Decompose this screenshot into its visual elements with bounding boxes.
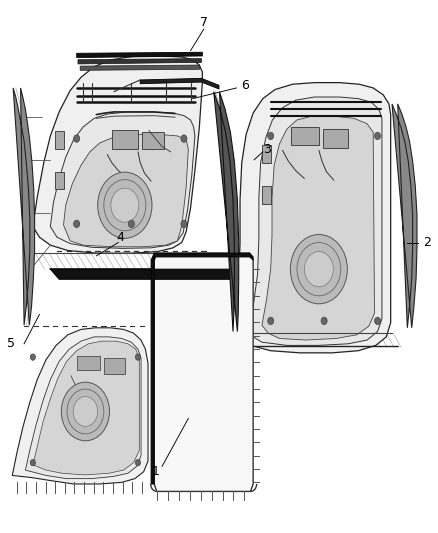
Polygon shape (142, 132, 164, 149)
Circle shape (304, 252, 333, 287)
Polygon shape (262, 116, 374, 340)
Polygon shape (140, 78, 219, 89)
Circle shape (111, 188, 139, 222)
Circle shape (98, 172, 152, 238)
Circle shape (128, 220, 134, 228)
Circle shape (30, 354, 35, 360)
Polygon shape (78, 59, 201, 64)
Polygon shape (154, 253, 253, 491)
Circle shape (73, 397, 98, 426)
Circle shape (374, 132, 381, 140)
Circle shape (135, 354, 141, 360)
Text: 7: 7 (200, 16, 208, 29)
Text: 4: 4 (117, 231, 124, 244)
Circle shape (374, 317, 381, 325)
Circle shape (290, 235, 347, 304)
Circle shape (61, 382, 110, 441)
Polygon shape (50, 112, 195, 248)
Polygon shape (33, 341, 139, 475)
Polygon shape (214, 92, 239, 332)
Polygon shape (77, 52, 202, 58)
Text: 5: 5 (7, 337, 15, 350)
Polygon shape (12, 328, 148, 484)
Circle shape (135, 459, 141, 466)
Polygon shape (112, 130, 138, 149)
Polygon shape (13, 88, 35, 325)
Polygon shape (291, 127, 319, 145)
Circle shape (268, 317, 274, 325)
Circle shape (30, 459, 35, 466)
Polygon shape (80, 65, 200, 70)
Polygon shape (262, 145, 271, 163)
Polygon shape (104, 358, 125, 374)
Circle shape (268, 132, 274, 140)
Polygon shape (262, 186, 271, 204)
Polygon shape (33, 56, 202, 253)
Circle shape (321, 317, 327, 325)
Polygon shape (55, 172, 64, 189)
Text: 2: 2 (423, 236, 431, 249)
Polygon shape (323, 129, 348, 148)
Polygon shape (151, 253, 157, 484)
Polygon shape (55, 131, 64, 149)
Circle shape (181, 135, 187, 142)
Text: 1: 1 (152, 465, 159, 478)
Polygon shape (154, 253, 253, 260)
Polygon shape (249, 97, 382, 345)
Polygon shape (64, 134, 188, 247)
Polygon shape (50, 269, 239, 279)
Text: 3: 3 (263, 143, 271, 156)
Text: 6: 6 (241, 79, 249, 92)
Circle shape (181, 220, 187, 228)
Polygon shape (392, 104, 417, 328)
Polygon shape (77, 356, 100, 370)
Circle shape (74, 220, 80, 228)
Polygon shape (25, 337, 141, 479)
Polygon shape (230, 83, 391, 353)
Circle shape (74, 135, 80, 142)
